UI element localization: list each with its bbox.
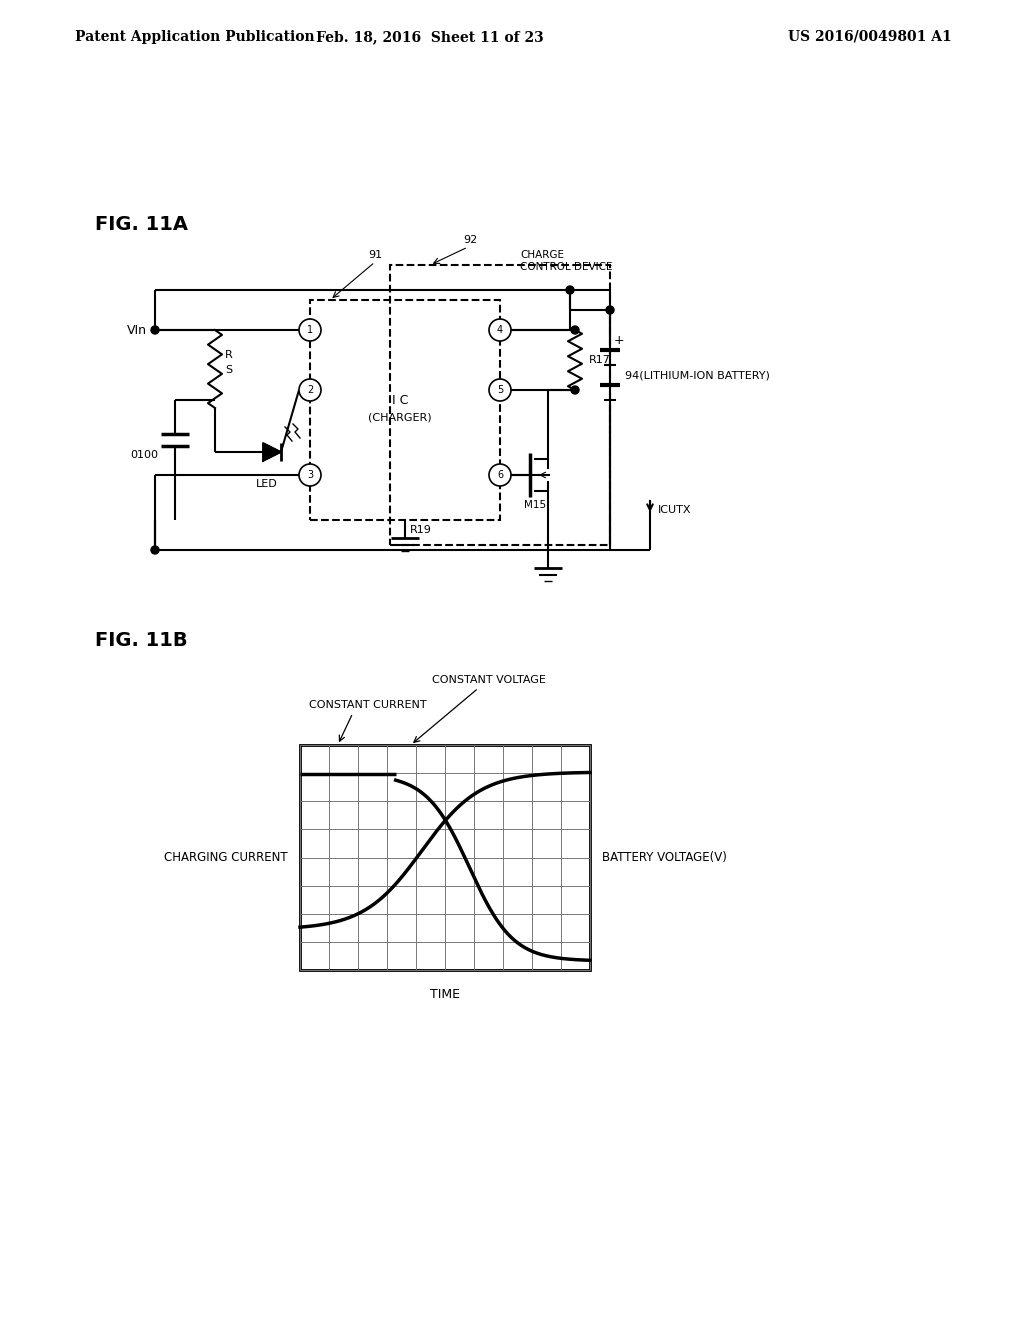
Circle shape [606,306,614,314]
Circle shape [566,286,574,294]
Text: 3: 3 [307,470,313,480]
Text: 2: 2 [307,385,313,395]
Polygon shape [263,444,281,461]
Circle shape [299,379,321,401]
Text: CHARGING CURRENT: CHARGING CURRENT [165,851,288,865]
Text: 94(LITHIUM-ION BATTERY): 94(LITHIUM-ION BATTERY) [625,370,770,380]
Text: S: S [225,366,232,375]
Text: FIG. 11B: FIG. 11B [95,631,187,649]
Text: R19: R19 [410,525,432,535]
Text: M15: M15 [524,500,546,510]
Text: 91: 91 [368,249,382,260]
Text: CONSTANT VOLTAGE: CONSTANT VOLTAGE [431,675,546,685]
Text: BATTERY VOLTAGE(V): BATTERY VOLTAGE(V) [602,851,727,865]
Bar [310,300,500,520]
Text: +: + [614,334,625,346]
Text: VIn: VIn [127,323,147,337]
Text: 92: 92 [463,235,477,246]
Text: R17: R17 [589,355,611,366]
Text: US 2016/0049801 A1: US 2016/0049801 A1 [788,30,952,44]
Text: CONSTANT CURRENT: CONSTANT CURRENT [309,700,427,710]
Bar [300,744,590,970]
Circle shape [151,326,159,334]
Circle shape [299,319,321,341]
Text: 6: 6 [497,470,503,480]
Text: ICUTX: ICUTX [658,506,691,515]
Bar [390,265,610,545]
Text: 0100: 0100 [130,450,158,459]
Text: R: R [225,350,232,360]
Circle shape [489,465,511,486]
Circle shape [299,465,321,486]
Text: 1: 1 [307,325,313,335]
Text: Feb. 18, 2016  Sheet 11 of 23: Feb. 18, 2016 Sheet 11 of 23 [316,30,544,44]
Text: I C: I C [392,393,409,407]
Text: CONTROL DEVICE: CONTROL DEVICE [520,261,612,272]
Text: LED: LED [256,479,278,488]
Text: FIG. 11A: FIG. 11A [95,215,188,235]
Circle shape [571,385,579,393]
Circle shape [489,379,511,401]
Text: (CHARGER): (CHARGER) [369,412,432,422]
Circle shape [571,326,579,334]
Text: 4: 4 [497,325,503,335]
Circle shape [151,546,159,554]
Text: 5: 5 [497,385,503,395]
Text: TIME: TIME [430,989,460,1002]
Text: Patent Application Publication: Patent Application Publication [75,30,314,44]
Circle shape [489,319,511,341]
Text: CHARGE: CHARGE [520,249,564,260]
